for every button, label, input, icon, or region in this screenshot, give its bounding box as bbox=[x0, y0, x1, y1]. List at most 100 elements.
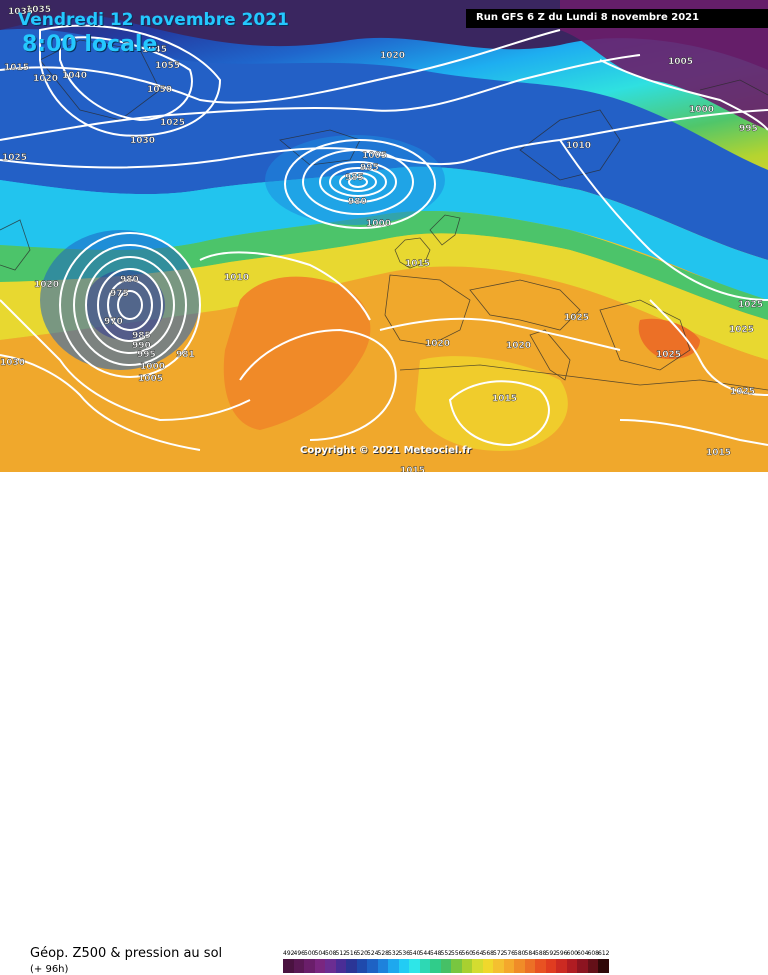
scale-label: 560 bbox=[461, 950, 473, 957]
scale-swatch bbox=[451, 959, 462, 973]
pressure-label: 1000 bbox=[366, 219, 391, 229]
scale-swatch bbox=[409, 959, 420, 973]
scale-label: 564 bbox=[472, 950, 484, 957]
color-scale-bar bbox=[283, 959, 609, 973]
pressure-label: 981 bbox=[176, 350, 195, 360]
scale-swatch bbox=[398, 959, 409, 973]
scale-label: 592 bbox=[545, 950, 557, 957]
z500-cyan-band bbox=[0, 166, 768, 300]
scale-label: 536 bbox=[398, 950, 410, 957]
scale-swatch bbox=[325, 959, 336, 973]
forecast-date-title: Vendredi 12 novembre 2021 bbox=[18, 10, 289, 30]
scale-swatch bbox=[335, 959, 346, 973]
scale-label: 584 bbox=[524, 950, 536, 957]
pressure-label: 1025 bbox=[564, 313, 589, 323]
pressure-label: 1025 bbox=[738, 300, 763, 310]
scale-label: 504 bbox=[314, 950, 326, 957]
scale-label: 548 bbox=[430, 950, 442, 957]
pressure-label: 1015 bbox=[405, 259, 430, 269]
scale-swatch bbox=[388, 959, 399, 973]
pressure-label: 1035 bbox=[26, 5, 51, 15]
pressure-label: 1020 bbox=[33, 74, 58, 84]
scale-label: 568 bbox=[482, 950, 494, 957]
pressure-label: 1015 bbox=[492, 394, 517, 404]
scale-label: 544 bbox=[419, 950, 431, 957]
z500-yellow-band bbox=[0, 233, 768, 360]
scale-label: 612 bbox=[598, 950, 610, 957]
scale-swatch bbox=[304, 959, 315, 973]
scale-swatch bbox=[440, 959, 451, 973]
pressure-label: 1015 bbox=[706, 448, 731, 458]
scale-label: 600 bbox=[566, 950, 578, 957]
pressure-label: 980 bbox=[348, 197, 367, 207]
scale-swatch bbox=[587, 959, 598, 973]
pressure-label: 1020 bbox=[34, 280, 59, 290]
scale-label: 496 bbox=[293, 950, 305, 957]
z500-ridge bbox=[223, 276, 371, 430]
weather-map: 1015 1020 1035 1045 1040 1055 1050 1030 1025 1020… bbox=[0, 0, 768, 472]
pressure-label: 985 bbox=[345, 173, 364, 183]
z500-green-band bbox=[0, 210, 768, 320]
scale-swatch bbox=[545, 959, 556, 973]
z500-north-africa-yellow bbox=[415, 356, 568, 451]
pressure-labels: 1015 1020 1035 1045 1040 1055 1050 1030 1025 1020… bbox=[0, 5, 763, 472]
pressure-label: 970 bbox=[104, 317, 123, 327]
scale-swatch bbox=[367, 959, 378, 973]
scale-swatch bbox=[524, 959, 535, 973]
scale-label: 528 bbox=[377, 950, 389, 957]
pressure-label: 1025 bbox=[160, 118, 185, 128]
scale-label: 520 bbox=[356, 950, 368, 957]
pressure-label: 1020 bbox=[506, 341, 531, 351]
scale-swatch bbox=[556, 959, 567, 973]
z500-balkans-orange bbox=[638, 318, 700, 360]
isobars bbox=[0, 24, 768, 451]
pressure-label: 1020 bbox=[425, 339, 450, 349]
pressure-label: 1030 bbox=[130, 136, 155, 146]
scale-swatch bbox=[293, 959, 304, 973]
scale-label: 508 bbox=[325, 950, 337, 957]
scale-label: 492 bbox=[283, 950, 295, 957]
forecast-hour: (+ 96h) bbox=[30, 964, 69, 975]
pressure-label: 985 bbox=[132, 331, 151, 341]
scale-swatch bbox=[482, 959, 493, 973]
scale-swatch bbox=[598, 959, 609, 973]
color-scale-labels: 492 496 500 504 508 512 516 520 524 528 532 536 540 5… bbox=[283, 950, 609, 959]
pressure-label: 1035 bbox=[8, 7, 33, 17]
legend-footer: Géop. Z500 & pression au sol (+ 96h) 492… bbox=[0, 472, 768, 975]
scale-label: 500 bbox=[304, 950, 316, 957]
scale-swatch bbox=[493, 959, 504, 973]
pressure-label: 990 bbox=[132, 341, 151, 351]
copyright-text: Copyright © 2021 Meteociel.fr bbox=[300, 445, 472, 456]
scale-label: 516 bbox=[346, 950, 358, 957]
pressure-label: 1010 bbox=[224, 273, 249, 283]
scale-swatch bbox=[419, 959, 430, 973]
scale-swatch bbox=[577, 959, 588, 973]
scale-label: 588 bbox=[535, 950, 547, 957]
scale-label: 524 bbox=[367, 950, 379, 957]
pressure-label: 1045 bbox=[142, 45, 167, 55]
pressure-label: 1015 bbox=[400, 466, 425, 472]
scale-swatch bbox=[514, 959, 525, 973]
scale-label: 604 bbox=[577, 950, 589, 957]
scale-swatch bbox=[461, 959, 472, 973]
coastlines bbox=[0, 39, 768, 391]
forecast-time-subtitle: 8:00 locale bbox=[22, 32, 158, 57]
pressure-label: 1005 bbox=[138, 374, 163, 384]
color-scale: 492 496 500 504 508 512 516 520 524 528 532 536 540 5… bbox=[283, 950, 609, 973]
scale-label: 532 bbox=[388, 950, 400, 957]
z500-deep-low-east bbox=[560, 0, 768, 130]
scale-label: 556 bbox=[451, 950, 463, 957]
scale-label: 512 bbox=[335, 950, 347, 957]
pressure-label: 1020 bbox=[380, 51, 405, 61]
scale-label: 572 bbox=[493, 950, 505, 957]
pressure-label: 975 bbox=[110, 289, 129, 299]
pressure-label: 1030 bbox=[0, 358, 25, 368]
scale-swatch bbox=[430, 959, 441, 973]
pressure-label: 1000 bbox=[140, 362, 165, 372]
scale-swatch bbox=[472, 959, 483, 973]
pressure-label: 980 bbox=[120, 275, 139, 285]
pressure-label: 1025 bbox=[729, 325, 754, 335]
scale-swatch bbox=[356, 959, 367, 973]
pressure-label: 1055 bbox=[155, 61, 180, 71]
scale-swatch bbox=[535, 959, 546, 973]
